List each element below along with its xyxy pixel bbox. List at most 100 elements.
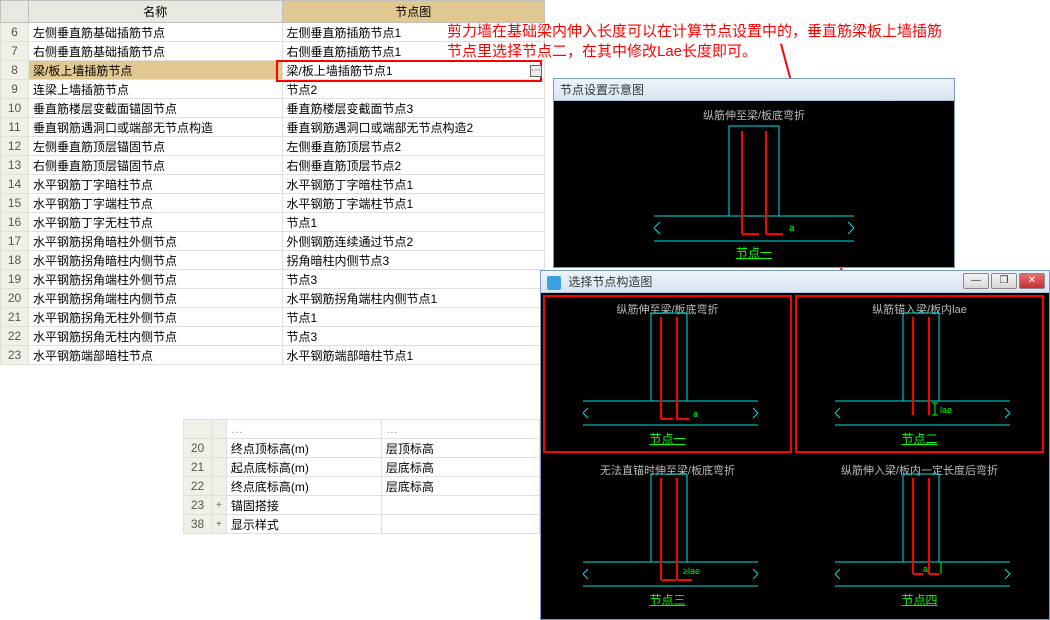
close-button[interactable]: ✕ — [1019, 273, 1045, 289]
row-num: 7 — [1, 42, 29, 61]
row-name[interactable]: 右侧垂直筋顶层锚固节点 — [29, 156, 283, 175]
row-name[interactable]: 水平钢筋拐角暗柱内侧节点 — [29, 251, 283, 270]
svg-text:lae: lae — [940, 405, 952, 415]
row-name[interactable]: 左侧垂直筋顶层锚固节点 — [29, 137, 283, 156]
preview-title: 节点设置示意图 — [554, 79, 954, 101]
col-num — [1, 1, 29, 23]
diagram-option[interactable]: 纵筋伸入梁/板内一定长度后弯折 a 节点四 — [795, 456, 1044, 614]
row-name[interactable]: 水平钢筋丁字端柱节点 — [29, 194, 283, 213]
table-row[interactable]: 16 水平钢筋丁字无柱节点 节点1 — [1, 213, 545, 232]
table-row[interactable]: 15 水平钢筋丁字端柱节点 水平钢筋丁字端柱节点1 — [1, 194, 545, 213]
properties-table[interactable]: … …20 终点顶标高(m) 层顶标高21 起点底标高(m) 层底标高22 终点… — [183, 419, 540, 534]
min-button[interactable]: — — [963, 273, 989, 289]
prop-name[interactable]: 终点顶标高(m) — [226, 439, 381, 458]
table-row[interactable]: 8 梁/板上墙插筋节点 梁/板上墙插筋节点1 — [1, 61, 545, 80]
row-val[interactable]: 垂直筋楼层变截面节点3 — [282, 99, 544, 118]
row-name[interactable]: 左侧垂直筋基础插筋节点 — [29, 23, 283, 42]
row-name[interactable]: 水平钢筋丁字无柱节点 — [29, 213, 283, 232]
row-num: 9 — [1, 80, 29, 99]
cell-dropdown-btn[interactable]: ⋯ — [530, 65, 542, 77]
table-row[interactable]: 20 水平钢筋拐角端柱内侧节点 水平钢筋拐角端柱内侧节点1 — [1, 289, 545, 308]
row-num: 13 — [1, 156, 29, 175]
row-val[interactable]: 节点2 — [282, 80, 544, 99]
row-val[interactable]: 拐角暗柱内侧节点3 — [282, 251, 544, 270]
expand-toggle[interactable]: + — [212, 496, 227, 515]
prop-row[interactable]: 22 终点底标高(m) 层底标高 — [184, 477, 540, 496]
prop-name[interactable]: 起点底标高(m) — [226, 458, 381, 477]
row-name[interactable]: 水平钢筋丁字暗柱节点 — [29, 175, 283, 194]
row-val[interactable]: 节点3 — [282, 270, 544, 289]
table-row[interactable]: 19 水平钢筋拐角端柱外侧节点 节点3 — [1, 270, 545, 289]
row-name[interactable]: 水平钢筋拐角端柱内侧节点 — [29, 289, 283, 308]
row-val[interactable]: 水平钢筋丁字端柱节点1 — [282, 194, 544, 213]
row-name[interactable]: 连梁上墙插筋节点 — [29, 80, 283, 99]
prop-val[interactable] — [381, 515, 539, 534]
max-button[interactable]: ❐ — [991, 273, 1017, 289]
table-row[interactable]: 22 水平钢筋拐角无柱内侧节点 节点3 — [1, 327, 545, 346]
col-diagram[interactable]: 节点图 — [282, 1, 544, 23]
diagram-label[interactable]: 节点一 — [649, 430, 685, 447]
prop-row[interactable]: 23+ 锚固搭接 — [184, 496, 540, 515]
prop-val[interactable]: 层顶标高 — [381, 439, 539, 458]
row-val[interactable]: 水平钢筋拐角端柱内侧节点1 — [282, 289, 544, 308]
prop-val[interactable] — [381, 496, 539, 515]
table-row[interactable]: 13 右侧垂直筋顶层锚固节点 右侧垂直筋顶层节点2 — [1, 156, 545, 175]
diagram-option[interactable]: 纵筋锚入梁/板内lae lae 节点二 — [795, 295, 1044, 453]
prop-num: 38 — [184, 515, 212, 534]
diagram-label[interactable]: 节点三 — [649, 591, 685, 608]
table-row[interactable]: 14 水平钢筋丁字暗柱节点 水平钢筋丁字暗柱节点1 — [1, 175, 545, 194]
row-name[interactable]: 水平钢筋端部暗柱节点 — [29, 346, 283, 365]
prop-num: 23 — [184, 496, 212, 515]
prop-row[interactable]: 20 终点顶标高(m) 层顶标高 — [184, 439, 540, 458]
row-num: 14 — [1, 175, 29, 194]
row-val[interactable]: 右侧垂直筋顶层节点2 — [282, 156, 544, 175]
row-val[interactable]: 外侧钢筋连续通过节点2 — [282, 232, 544, 251]
table-row[interactable]: 9 连梁上墙插筋节点 节点2 — [1, 80, 545, 99]
row-val[interactable]: 水平钢筋丁字暗柱节点1 — [282, 175, 544, 194]
table-row[interactable]: 17 水平钢筋拐角暗柱外侧节点 外侧钢筋连续通过节点2 — [1, 232, 545, 251]
table-row[interactable]: 23 水平钢筋端部暗柱节点 水平钢筋端部暗柱节点1 — [1, 346, 545, 365]
row-name[interactable]: 梁/板上墙插筋节点 — [29, 61, 283, 80]
prop-name[interactable]: 锚固搭接 — [226, 496, 381, 515]
row-name[interactable]: 水平钢筋拐角无柱外侧节点 — [29, 308, 283, 327]
table-row[interactable]: 21 水平钢筋拐角无柱外侧节点 节点1 — [1, 308, 545, 327]
table-row[interactable]: 10 垂直筋楼层变截面锚固节点 垂直筋楼层变截面节点3 — [1, 99, 545, 118]
row-name[interactable]: 垂直钢筋遇洞口或端部无节点构造 — [29, 118, 283, 137]
row-val[interactable]: 左侧垂直筋顶层节点2 — [282, 137, 544, 156]
diagram-option[interactable]: 无法直锚时伸至梁/板底弯折 ≥lae 节点三 — [543, 456, 792, 614]
col-name[interactable]: 名称 — [29, 1, 283, 23]
row-val[interactable]: 垂直钢筋遇洞口或端部无节点构造2 — [282, 118, 544, 137]
table-row[interactable]: 11 垂直钢筋遇洞口或端部无节点构造 垂直钢筋遇洞口或端部无节点构造2 — [1, 118, 545, 137]
prop-num: 22 — [184, 477, 212, 496]
prop-name[interactable]: 显示样式 — [226, 515, 381, 534]
prop-name[interactable]: … — [226, 420, 381, 439]
table-row[interactable]: 18 水平钢筋拐角暗柱内侧节点 拐角暗柱内侧节点3 — [1, 251, 545, 270]
row-name[interactable]: 垂直筋楼层变截面锚固节点 — [29, 99, 283, 118]
row-name[interactable]: 水平钢筋拐角端柱外侧节点 — [29, 270, 283, 289]
prop-row[interactable]: 38+ 显示样式 — [184, 515, 540, 534]
diagram-label[interactable]: 节点二 — [901, 430, 937, 447]
row-num: 11 — [1, 118, 29, 137]
row-name[interactable]: 水平钢筋拐角无柱内侧节点 — [29, 327, 283, 346]
row-val[interactable]: 节点1 — [282, 213, 544, 232]
row-val[interactable]: 节点1 — [282, 308, 544, 327]
diagram-option[interactable]: 纵筋伸至梁/板底弯折 a 节点一 — [543, 295, 792, 453]
row-num: 21 — [1, 308, 29, 327]
row-val[interactable]: 节点3 — [282, 327, 544, 346]
prop-val[interactable]: 层底标高 — [381, 458, 539, 477]
prop-row[interactable]: 21 起点底标高(m) 层底标高 — [184, 458, 540, 477]
prop-val[interactable]: … — [381, 420, 539, 439]
select-dialog[interactable]: 选择节点构造图 — ❐ ✕ 纵筋伸至梁/板底弯折 a 节点一纵筋锚入梁/板内la… — [540, 270, 1050, 620]
prop-val[interactable]: 层底标高 — [381, 477, 539, 496]
prop-name[interactable]: 终点底标高(m) — [226, 477, 381, 496]
diagram-label[interactable]: 节点四 — [901, 591, 937, 608]
row-val[interactable]: 梁/板上墙插筋节点1 — [282, 61, 544, 80]
expand-toggle[interactable]: + — [212, 515, 227, 534]
row-name[interactable]: 水平钢筋拐角暗柱外侧节点 — [29, 232, 283, 251]
table-row[interactable]: 12 左侧垂直筋顶层锚固节点 左侧垂直筋顶层节点2 — [1, 137, 545, 156]
row-val[interactable]: 水平钢筋端部暗柱节点1 — [282, 346, 544, 365]
dialog-title[interactable]: 选择节点构造图 — ❐ ✕ — [541, 271, 1049, 293]
prop-row[interactable]: … … — [184, 420, 540, 439]
prop-num: 21 — [184, 458, 212, 477]
row-name[interactable]: 右侧垂直筋基础插筋节点 — [29, 42, 283, 61]
